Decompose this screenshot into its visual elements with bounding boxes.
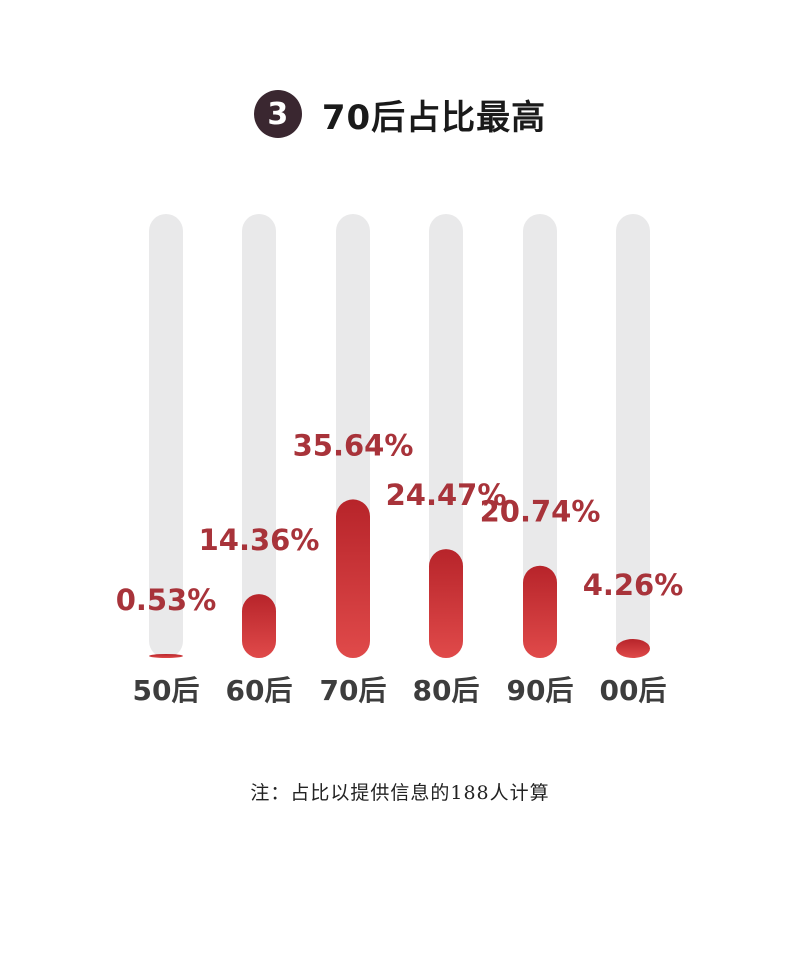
data-label: 24.47%: [386, 478, 507, 512]
bar-track: [616, 214, 650, 658]
chart-header: 3 70后占比最高: [0, 86, 800, 142]
data-label: 4.26%: [583, 568, 684, 602]
bar-track: [242, 214, 276, 658]
bar-track: [523, 214, 557, 658]
bar-track: [149, 214, 183, 658]
category-label: 90后: [507, 674, 574, 707]
bar-fills: [149, 499, 650, 658]
category-labels: 50后 60后 70后 80后 90后 00后: [133, 674, 667, 707]
category-label: 60后: [226, 674, 293, 707]
bar: [616, 639, 650, 658]
data-labels: 0.53% 14.36% 35.64% 24.47%20.74% 4.26%: [116, 428, 684, 617]
bar: [149, 654, 183, 658]
footnote: 注：占比以提供信息的188人计算: [250, 782, 550, 804]
chart-title: 70后占比最高: [321, 97, 547, 138]
category-label: 80后: [413, 674, 480, 707]
bar-chart: 0.53% 14.36% 35.64% 24.47%20.74% 4.26% 50后 60…: [116, 214, 684, 707]
bar: [429, 549, 463, 658]
data-label: 0.53%: [116, 583, 217, 617]
bar: [523, 565, 557, 658]
section-number-badge: 3: [253, 90, 302, 138]
bar: [336, 499, 370, 658]
category-label: 00后: [600, 674, 667, 707]
bar-track: [429, 214, 463, 658]
data-label: 35.64%: [293, 428, 414, 462]
category-label: 50后: [133, 674, 200, 707]
category-label: 70后: [320, 674, 387, 707]
data-label: 20.74%: [480, 495, 601, 529]
bar: [242, 594, 276, 658]
data-label: 14.36%: [199, 523, 320, 557]
